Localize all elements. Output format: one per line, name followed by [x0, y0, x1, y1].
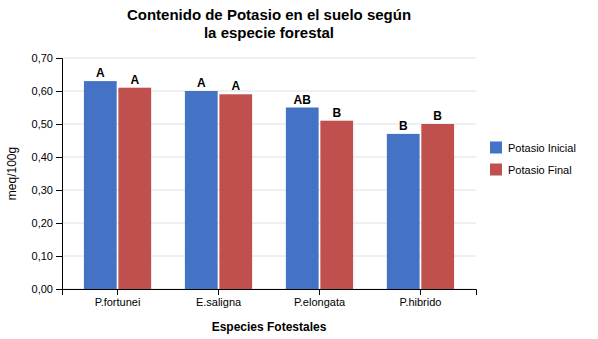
- annotations: AAABBAABB: [96, 66, 442, 133]
- y-axis: 0,00 0,10 0,20 0,30 0,40 0,50 0,60 0,70: [32, 52, 63, 295]
- bar: [387, 134, 420, 289]
- legend-swatch: [490, 142, 502, 154]
- bars: [84, 81, 454, 289]
- bar: [286, 108, 319, 290]
- y-tick: 0,20: [32, 217, 62, 229]
- legend-label: Potasio Inicial: [508, 142, 576, 154]
- title: Contenido de Potasio en el suelo segúnla…: [127, 6, 411, 41]
- x-tick: P.elongata: [294, 289, 346, 308]
- annotation: A: [197, 76, 206, 90]
- bar-series: [118, 88, 454, 289]
- y-tick-label: 0,60: [32, 85, 53, 97]
- y-tick-label: 0,00: [32, 283, 53, 295]
- y-tick-label: 0,50: [32, 118, 53, 130]
- annotation: A: [231, 79, 240, 93]
- plot: 0,00 0,10 0,20 0,30 0,40 0,50 0,60 0,70 P.fortun…: [32, 52, 477, 308]
- y-tick: 0,70: [32, 52, 62, 64]
- y-axis-line: [56, 59, 63, 290]
- y-tick-mark: [56, 91, 62, 92]
- grid: [62, 58, 476, 289]
- x-axis-line: [63, 290, 477, 296]
- y-tick-mark: [56, 289, 62, 290]
- y-tick: 0,60: [32, 85, 62, 97]
- x-tick-mark: [420, 289, 421, 295]
- annotation: A: [96, 66, 105, 80]
- y-tick: 0,00: [32, 283, 62, 295]
- annotation: B: [399, 119, 408, 133]
- y-tick: 0,40: [32, 151, 62, 163]
- annotation: AB: [294, 93, 312, 107]
- x-axis-title: Especies Fotestales: [212, 320, 327, 334]
- x-tick: P.hibrido: [399, 289, 441, 308]
- legend: Potasio Inicial Potasio Final: [490, 142, 576, 176]
- legend-swatch: [490, 164, 502, 176]
- y-tick-label: 0,10: [32, 250, 53, 262]
- bar: [118, 88, 151, 289]
- legend-item: Potasio Inicial: [490, 142, 576, 154]
- bar-series: [84, 81, 420, 289]
- x-tick-mark: [319, 289, 320, 295]
- x-tick-label: P.elongata: [294, 296, 346, 308]
- bar: [421, 124, 454, 289]
- bar: [185, 91, 218, 289]
- annotation: B: [332, 106, 341, 120]
- y-tick-mark: [56, 223, 62, 224]
- bar: [84, 81, 117, 289]
- x-tick-label: E.saligna: [196, 296, 242, 308]
- y-tick: 0,30: [32, 184, 62, 196]
- x-axis: P.fortunei E.saligna P.elongata P.hibrido: [63, 289, 477, 308]
- bar: [219, 94, 252, 289]
- y-tick: 0,50: [32, 118, 62, 130]
- annotation: B: [433, 109, 442, 123]
- grid-line: [62, 58, 476, 59]
- y-tick-label: 0,30: [32, 184, 53, 196]
- bar: [320, 121, 353, 289]
- y-tick-mark: [56, 256, 62, 257]
- y-tick-mark: [56, 58, 62, 59]
- x-tick-label: P.hibrido: [399, 296, 441, 308]
- x-tick-mark: [117, 289, 118, 295]
- x-tick: E.saligna: [196, 289, 242, 308]
- y-tick-label: 0,20: [32, 217, 53, 229]
- annotation: A: [130, 73, 139, 87]
- y-tick-label: 0,40: [32, 151, 53, 163]
- x-tick: P.fortunei: [95, 289, 141, 308]
- y-tick-mark: [56, 157, 62, 158]
- y-axis-title: meq/100g: [5, 147, 19, 200]
- chart: 0,00 0,10 0,20 0,30 0,40 0,50 0,60 0,70 P.fortun…: [0, 0, 598, 339]
- legend-item: Potasio Final: [490, 164, 572, 176]
- y-tick: 0,10: [32, 250, 62, 262]
- legend-label: Potasio Final: [508, 164, 572, 176]
- x-tick-label: P.fortunei: [95, 296, 141, 308]
- y-tick-mark: [56, 190, 62, 191]
- y-tick-mark: [56, 124, 62, 125]
- y-tick-label: 0,70: [32, 52, 53, 64]
- x-tick-mark: [218, 289, 219, 295]
